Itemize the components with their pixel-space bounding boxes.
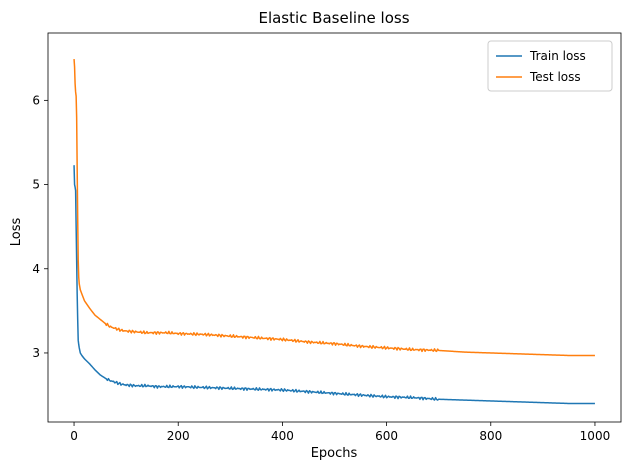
chart-title: Elastic Baseline loss — [258, 9, 409, 27]
legend: Train loss Test loss — [487, 40, 613, 92]
x-tick-label: 800 — [479, 429, 502, 443]
y-tick-label: 6 — [32, 93, 40, 107]
y-axis-label: Loss — [9, 218, 24, 247]
test-loss-line — [73, 59, 595, 357]
legend-box — [487, 40, 613, 92]
x-tick-label: 600 — [375, 429, 398, 443]
y-tick-label: 4 — [32, 262, 40, 276]
train-loss-line — [73, 165, 595, 405]
plot-area: 0 200 400 600 800 1000 3 4 5 6 — [32, 32, 622, 443]
legend-label-train-loss: Train loss — [529, 49, 586, 63]
axes-frame — [47, 32, 622, 423]
x-tick-label: 0 — [70, 429, 78, 443]
x-tick-label: 200 — [167, 429, 190, 443]
x-tick-label: 1000 — [580, 429, 611, 443]
y-tick-label: 3 — [32, 346, 40, 360]
x-tick-label: 400 — [271, 429, 294, 443]
x-axis-label: Epochs — [311, 446, 358, 461]
y-tick-label: 5 — [32, 178, 40, 192]
legend-label-test-loss: Test loss — [529, 70, 581, 84]
